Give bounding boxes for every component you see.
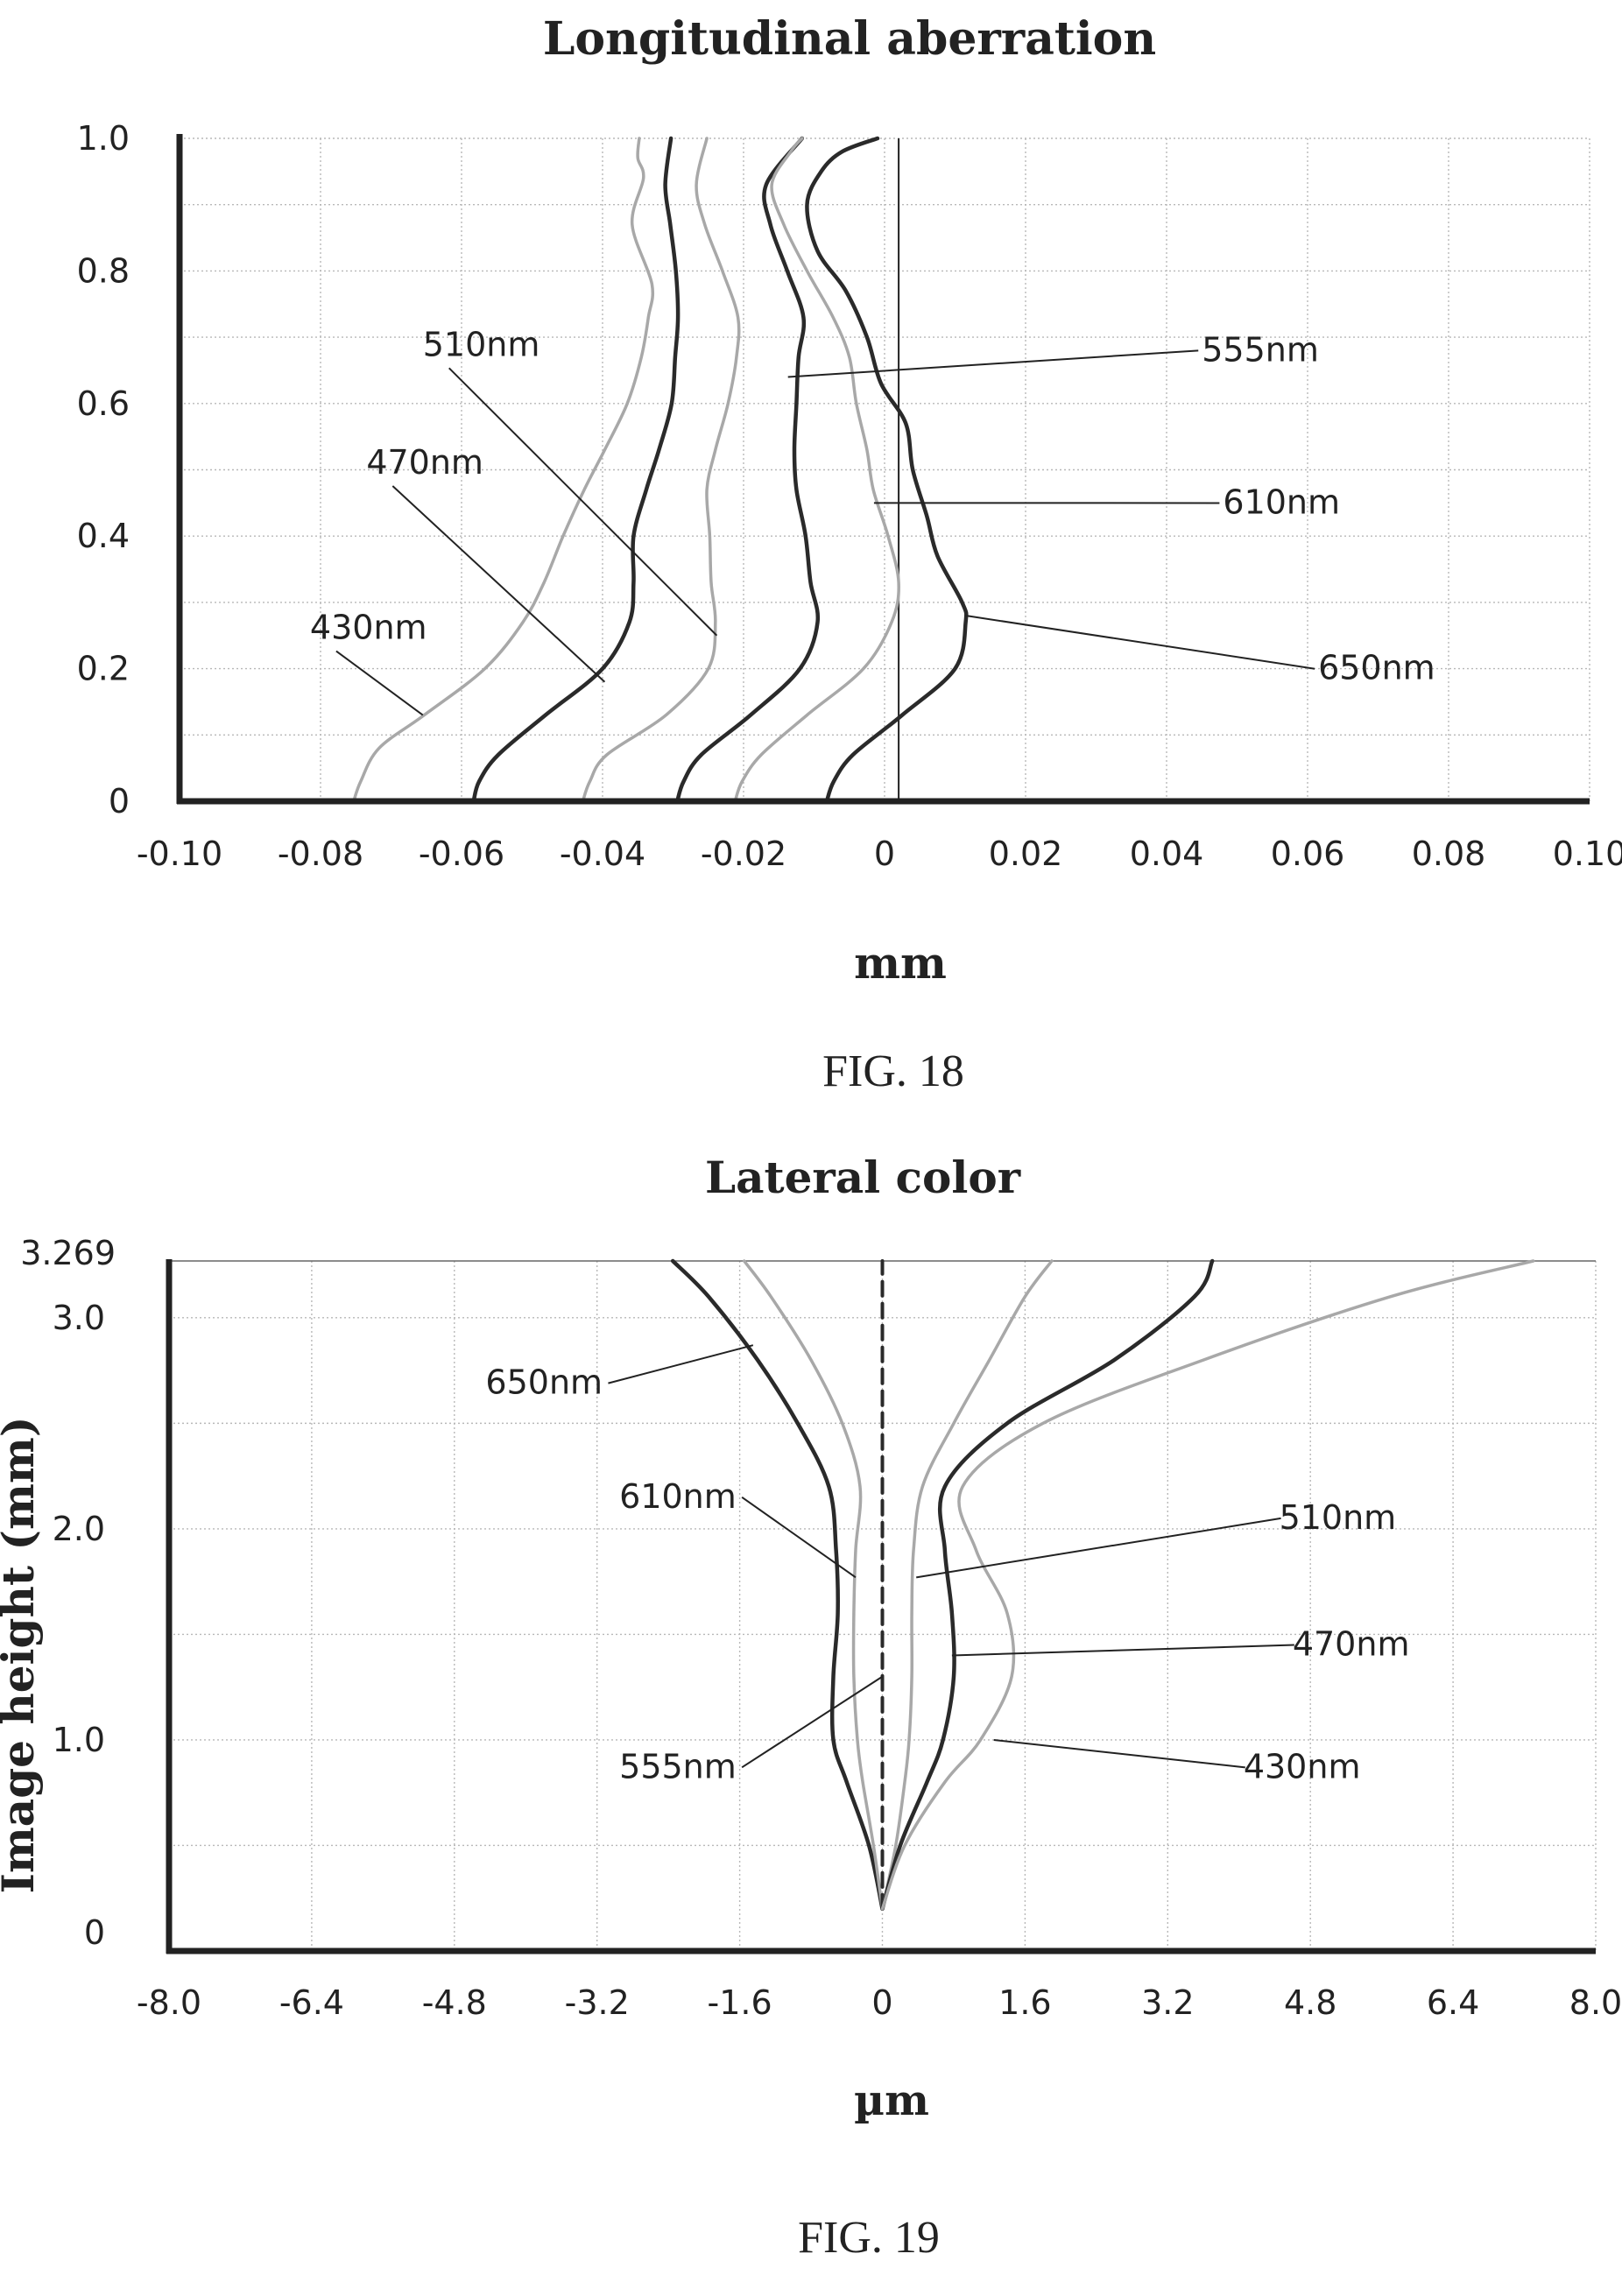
chart-tick-labels: -8.0 -6.4 -4.8 -3.2 -1.6 0 1.6 3.2 4.8 6.4 8.0 0 1.0…: [20, 1234, 1622, 2022]
leader-line-650nm: [608, 1344, 754, 1384]
series-label-610nm: 610nm: [619, 1477, 737, 1516]
series-label-555nm: 555nm: [1202, 330, 1319, 369]
chart-tick-labels: -0.10 -0.08 -0.06 -0.04 -0.02 0 0.02 0.04 0.06 0.…: [77, 119, 1622, 873]
x-tick-label: -0.10: [137, 835, 222, 873]
series-line-510nm: [880, 1259, 1054, 1911]
x-tick-label: 8.0: [1569, 1983, 1622, 2022]
chart-axes: [166, 1259, 1596, 1954]
y-tick-label: 3.269: [20, 1234, 116, 1272]
series-label-470nm: 470nm: [1293, 1625, 1410, 1664]
series-line-470nm: [471, 136, 681, 804]
x-tick-label: 0: [874, 835, 895, 873]
lateral-color-chart: Lateral color -8.0 -6.4 -4.8 -3.2 -1.6 0 1.6 3.…: [0, 1152, 1622, 2263]
y-tick-label: 0.2: [77, 650, 130, 688]
x-tick-label: 4.8: [1284, 1983, 1336, 2022]
chart-title: Lateral color: [705, 1152, 1021, 1203]
series-label-650nm: 650nm: [1318, 649, 1435, 687]
leader-line-610nm: [741, 1496, 857, 1579]
x-tick-label: 0: [871, 1983, 892, 2022]
leader-line-470nm: [951, 1644, 1294, 1657]
y-tick-label: 1.0: [53, 1721, 105, 1759]
longitudinal-aberration-chart: Longitudinal aberration -0.10 -0.08 -0.06-…: [77, 12, 1622, 1096]
chart-series: [352, 136, 969, 804]
series-label-430nm: 430nm: [310, 609, 427, 647]
y-tick-label: 3.0: [53, 1299, 105, 1337]
x-tick-label: -0.04: [560, 835, 645, 873]
series-label-610nm: 610nm: [1223, 482, 1340, 521]
x-tick-label: 6.4: [1427, 1983, 1479, 2022]
leader-line-510nm: [448, 367, 718, 637]
series-line-650nm: [805, 136, 969, 804]
chart-grid: [169, 1260, 1597, 1951]
leader-line-430nm: [335, 650, 424, 716]
x-tick-label: -3.2: [565, 1983, 630, 2022]
leader-line-510nm: [916, 1517, 1281, 1579]
y-axis-label: Image height (mm): [0, 1417, 44, 1894]
chart-title: Longitudinal aberration: [543, 12, 1156, 66]
x-tick-label: -6.4: [279, 1983, 344, 2022]
y-tick-label: 0.6: [77, 384, 130, 423]
leader-line-470nm: [391, 485, 606, 683]
series-line-610nm: [733, 137, 900, 803]
y-tick-label: 0.4: [77, 517, 130, 555]
series-label-510nm: 510nm: [423, 325, 540, 363]
y-tick-label: 0: [109, 782, 130, 821]
series-line-430nm: [352, 137, 655, 803]
x-tick-label: -1.6: [708, 1983, 772, 2022]
figure-caption: FIG. 19: [798, 2213, 940, 2263]
x-axis-label: mm: [854, 937, 947, 989]
series-line-510nm: [581, 137, 741, 803]
series-label-510nm: 510nm: [1280, 1498, 1397, 1537]
leader-line-555nm: [787, 349, 1199, 378]
x-tick-label: -4.8: [422, 1983, 487, 2022]
y-tick-label: 1.0: [77, 119, 130, 158]
x-tick-label: 3.2: [1141, 1983, 1194, 2022]
x-tick-label: 0.06: [1271, 835, 1345, 873]
series-line-430nm: [880, 1259, 1535, 1911]
x-tick-label: 1.6: [998, 1983, 1051, 2022]
series-line-470nm: [880, 1258, 1215, 1912]
x-axis-label: µm: [854, 2076, 929, 2125]
leader-line-555nm: [741, 1675, 884, 1769]
chart-annotations: 650nm 610nm 510nm 470nm 430nm 555nm: [485, 1344, 1410, 1785]
series-label-430nm: 430nm: [1244, 1747, 1361, 1785]
y-tick-label: 2.0: [53, 1510, 105, 1548]
figure-18: Longitudinal aberration -0.10 -0.08 -0.06-…: [0, 0, 1622, 1138]
series-label-650nm: 650nm: [485, 1363, 603, 1402]
series-line-610nm: [742, 1259, 885, 1911]
x-tick-label: -0.06: [419, 835, 504, 873]
x-tick-label: 0.02: [989, 835, 1063, 873]
chart-axes: [176, 134, 1590, 805]
x-tick-label: -0.08: [278, 835, 363, 873]
chart-series: [670, 1258, 1535, 1912]
figure-19: Lateral color -8.0 -6.4 -4.8 -3.2 -1.6 0 1.6 3.…: [0, 1138, 1622, 2296]
x-tick-label: -8.0: [137, 1983, 201, 2022]
y-tick-label: 0.8: [77, 251, 130, 290]
chart-annotations: 555nm 610nm 650nm 510nm 470nm 430nm: [310, 325, 1435, 716]
series-label-470nm: 470nm: [366, 443, 483, 482]
x-tick-label: 0.04: [1130, 835, 1204, 873]
y-tick-label: 0: [84, 1913, 105, 1952]
chart-grid: [180, 137, 1590, 801]
series-label-555nm: 555nm: [619, 1747, 737, 1785]
x-tick-label: 0.08: [1412, 835, 1486, 873]
series-line-555nm: [675, 136, 821, 804]
x-tick-label: 0.10: [1553, 835, 1622, 873]
series-line-650nm: [670, 1258, 885, 1912]
leader-line-650nm: [965, 615, 1315, 670]
figure-caption: FIG. 18: [822, 1046, 964, 1096]
x-tick-label: -0.02: [701, 835, 786, 873]
leader-line-430nm: [993, 1738, 1245, 1769]
